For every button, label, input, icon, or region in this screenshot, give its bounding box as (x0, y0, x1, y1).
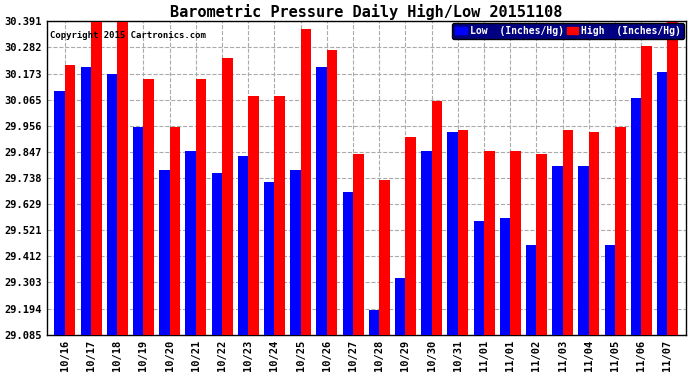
Bar (133, 127, 144, 335)
Bar (421, 151, 432, 335)
Bar (65, 65, 75, 335)
Bar (301, 29, 311, 335)
Bar (432, 101, 442, 335)
Bar (562, 129, 573, 335)
Bar (395, 278, 406, 335)
Bar (473, 221, 484, 335)
Bar (117, 22, 128, 335)
Bar (552, 165, 562, 335)
Text: Copyright 2015 Cartronics.com: Copyright 2015 Cartronics.com (50, 31, 206, 40)
Bar (615, 127, 626, 335)
Bar (264, 182, 275, 335)
Bar (526, 245, 537, 335)
Bar (368, 309, 380, 335)
Bar (317, 67, 327, 335)
Bar (604, 245, 615, 335)
Bar (170, 127, 180, 335)
Bar (222, 58, 233, 335)
Bar (447, 132, 458, 335)
Bar (578, 165, 589, 335)
Bar (238, 156, 248, 335)
Bar (343, 192, 353, 335)
Bar (641, 46, 652, 335)
Bar (511, 151, 521, 335)
Bar (159, 170, 170, 335)
Bar (484, 151, 495, 335)
Bar (589, 132, 600, 335)
Bar (631, 98, 641, 335)
Bar (144, 79, 154, 335)
Bar (290, 170, 301, 335)
Bar (667, 22, 678, 335)
Bar (275, 96, 285, 335)
Bar (91, 22, 101, 335)
Title: Barometric Pressure Daily High/Low 20151108: Barometric Pressure Daily High/Low 20151… (170, 4, 562, 20)
Bar (380, 180, 390, 335)
Bar (107, 74, 117, 335)
Bar (55, 91, 65, 335)
Bar (327, 50, 337, 335)
Bar (212, 173, 222, 335)
Legend: Low  (Inches/Hg), High  (Inches/Hg): Low (Inches/Hg), High (Inches/Hg) (452, 23, 684, 39)
Bar (500, 218, 511, 335)
Bar (657, 72, 667, 335)
Bar (353, 153, 364, 335)
Bar (81, 67, 91, 335)
Bar (458, 129, 469, 335)
Bar (248, 96, 259, 335)
Bar (186, 151, 196, 335)
Bar (196, 79, 206, 335)
Bar (406, 137, 416, 335)
Bar (537, 153, 547, 335)
